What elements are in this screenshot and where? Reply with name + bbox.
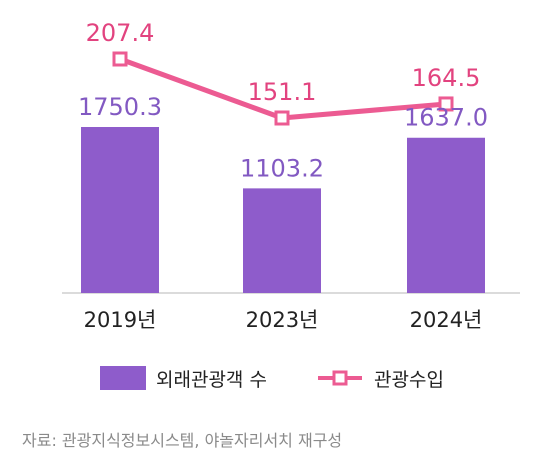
bar-2 bbox=[407, 137, 485, 293]
line-point-1 bbox=[274, 110, 290, 126]
legend-line-marker bbox=[332, 370, 348, 386]
legend: 외래관광객 수 관광수입 bbox=[100, 366, 444, 391]
legend-line-label: 관광수입 bbox=[374, 369, 444, 391]
bar-series bbox=[81, 127, 485, 293]
legend-bar-swatch bbox=[100, 366, 146, 390]
line-label-2: 164.5 bbox=[412, 64, 481, 92]
bar-label-2: 1637.0 bbox=[404, 104, 488, 132]
bar-0 bbox=[81, 127, 159, 293]
data-labels: 1750.3 1103.2 1637.0 207.4 151.1 164.5 bbox=[78, 19, 488, 182]
bar-1 bbox=[243, 188, 321, 293]
line-label-1: 151.1 bbox=[248, 78, 317, 106]
x-tick-label-0: 2019년 bbox=[84, 308, 157, 332]
line-series bbox=[112, 51, 454, 126]
line-label-0: 207.4 bbox=[86, 19, 155, 47]
legend-bar-label: 외래관광객 수 bbox=[156, 369, 267, 391]
x-tick-label-2: 2024년 bbox=[410, 308, 483, 332]
source-note: 자료: 관광지식정보시스템, 야놀자리서치 재구성 bbox=[22, 431, 342, 450]
line-point-2 bbox=[438, 96, 454, 112]
bar-label-0: 1750.3 bbox=[78, 93, 162, 121]
bar-label-1: 1103.2 bbox=[240, 154, 324, 182]
x-tick-label-1: 2023년 bbox=[246, 308, 319, 332]
line-point-0 bbox=[112, 51, 128, 67]
x-tick-labels: 2019년 2023년 2024년 bbox=[84, 308, 483, 332]
